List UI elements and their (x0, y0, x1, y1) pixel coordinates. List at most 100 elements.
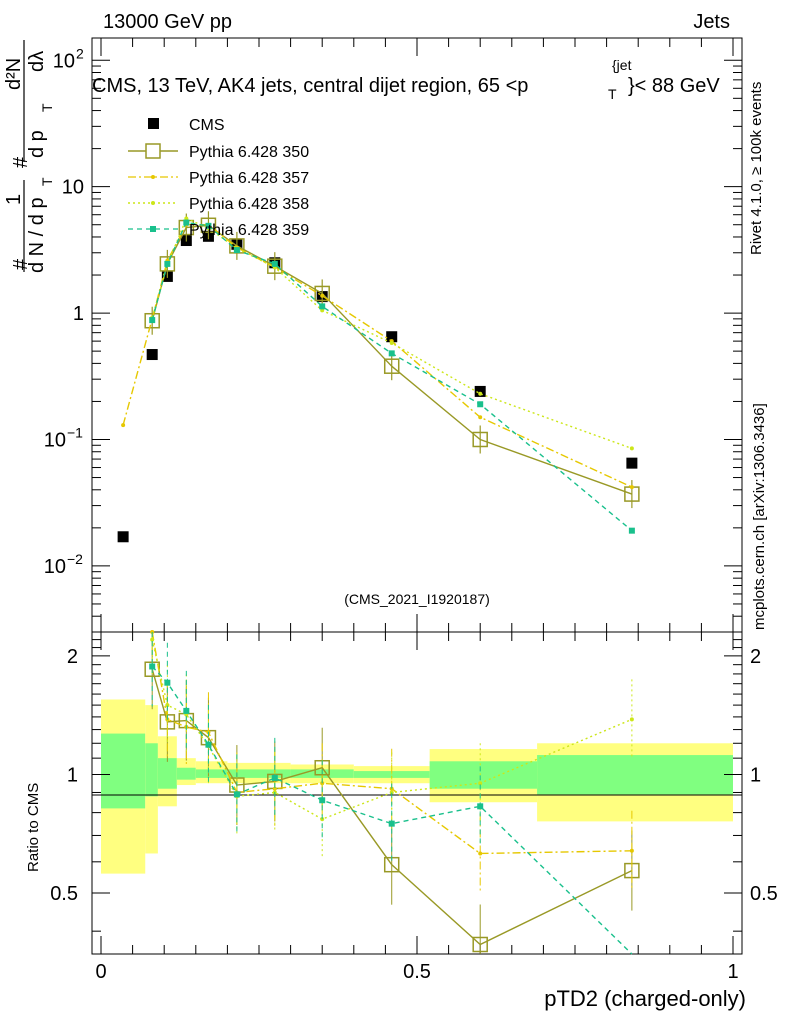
py358-point-2 (184, 216, 189, 221)
main-ytick-exp-4: 2 (76, 45, 84, 61)
ratio-ytick-label-0: 0.5 (50, 883, 78, 905)
py358-line (151, 217, 633, 450)
py359-ratio-point-0 (149, 663, 156, 670)
header-collision: 13000 GeV pp (103, 11, 232, 33)
py357-ratio-point-8 (478, 851, 483, 856)
main-y-axis-label: # 1 d N / d p T # d²N d p T dλ (3, 40, 55, 273)
py358-ratio-line (151, 639, 633, 820)
legend-item-py359: Pythia 6.428 359 (128, 222, 309, 239)
py359-point-8 (477, 401, 484, 408)
ratio-y-axis-label: Ratio to CMS (25, 783, 42, 872)
py358-ratio-point-1 (165, 703, 170, 708)
py359-ratio-point-5 (271, 774, 278, 781)
xtick-label-0: 0 (95, 961, 106, 983)
x-ticks: 0 0.5 1 (95, 38, 739, 983)
py359-ratio-point-8 (477, 803, 484, 810)
py358-point-8 (478, 391, 483, 396)
py350-point-7 (383, 358, 400, 374)
band-inner-2 (157, 758, 177, 789)
svg-text:CMS: CMS (189, 117, 225, 134)
main-ytick-label-3: 10 (62, 177, 84, 199)
legend-item-py358: Pythia 6.428 358 (128, 196, 309, 213)
py359-ratio-point-3 (205, 741, 212, 748)
svg-text:#: # (10, 156, 32, 168)
svg-text:d N / d p: d N / d p (26, 197, 48, 273)
band-inner-1 (145, 743, 158, 797)
py359-point-2 (183, 219, 190, 226)
cms-point-1 (146, 349, 158, 361)
py350-point-5 (267, 258, 283, 274)
py358-point-9 (629, 446, 634, 451)
svg-text:CMS, 13 TeV, AK4 jets, central: CMS, 13 TeV, AK4 jets, central dijet reg… (92, 75, 528, 97)
band-inner-8 (353, 771, 430, 778)
py357-line (122, 224, 633, 488)
band-inner-0 (101, 733, 146, 809)
legend-item-cms: CMS (148, 117, 225, 134)
py359-ratio-point-2 (183, 707, 190, 714)
main-ytick-exp-1: −1 (67, 424, 83, 440)
py359-point-1 (164, 260, 171, 267)
py358-ratio-point-7 (389, 790, 394, 795)
py359-ratio-line (151, 666, 633, 955)
analysis-watermark: (CMS_2021_I1920187) (344, 591, 490, 607)
svg-text:T: T (39, 177, 55, 186)
svg-text:{jet: {jet (612, 57, 632, 73)
py357-point-7 (320, 293, 325, 298)
py358-ratio-point-8 (478, 781, 483, 786)
ratio-ytick-label-2: 2 (67, 646, 78, 668)
rivet-label: Rivet 4.1.0, ≥ 100k events (748, 82, 765, 255)
ratio-ytick-label-right-1: 1 (750, 764, 761, 786)
py359-point-9 (628, 527, 635, 534)
xtick-label-1: 0.5 (403, 961, 431, 983)
ratio-ytick-label-right-0: 0.5 (750, 883, 778, 905)
ratio-ytick-label-1: 1 (67, 764, 78, 786)
svg-text:d²N: d²N (3, 58, 25, 90)
svg-text:Pythia 6.428 358: Pythia 6.428 358 (189, 196, 309, 213)
ratio-y-ticks: 0.5 0.5 1 1 2 2 (50, 639, 778, 932)
band-inner-4 (195, 769, 228, 778)
legend-item-py350: Pythia 6.428 350 (128, 143, 309, 161)
legend-item-py357: Pythia 6.428 357 (128, 170, 309, 187)
main-ytick-exp-0: −2 (67, 551, 83, 567)
main-ytick-label-0: 10 (44, 556, 66, 578)
py350-point-1 (159, 256, 176, 272)
cms-point-10 (626, 457, 638, 469)
py359-line (151, 221, 633, 532)
py359-point-6 (319, 303, 326, 310)
py359-ratio-point-4 (233, 791, 240, 798)
ratio-series (144, 630, 640, 955)
svg-text:#: # (10, 258, 32, 270)
svg-text:dλ: dλ (26, 51, 48, 72)
main-series (117, 211, 640, 543)
mcplots-label: mcplots.cern.ch [arXiv:1306.3436] (751, 403, 768, 630)
svg-text:Pythia 6.428 357: Pythia 6.428 357 (189, 170, 309, 187)
main-ytick-label-1: 10 (44, 429, 66, 451)
py359-point-5 (271, 260, 278, 267)
py359-ratio-point-7 (388, 820, 395, 827)
band-inner-3 (176, 767, 196, 780)
header-category: Jets (693, 11, 730, 33)
svg-text:Pythia 6.428 350: Pythia 6.428 350 (189, 144, 309, 161)
py350-point-6 (314, 285, 330, 302)
svg-text:T: T (39, 103, 55, 112)
main-ytick-label-2: 1 (73, 303, 84, 325)
band-inner-10 (537, 755, 733, 795)
py350-point-0 (144, 312, 160, 329)
svg-text:Pythia 6.428 359: Pythia 6.428 359 (189, 222, 309, 239)
py359-ratio-point-6 (319, 797, 326, 804)
band-inner-5 (227, 769, 259, 778)
xtick-label-2: 1 (727, 961, 738, 983)
x-axis-label: pTD2 (charged-only) (544, 986, 746, 1011)
py350-ratio-point-8 (472, 936, 488, 953)
py359-point-4 (233, 247, 240, 254)
svg-text:d p: d p (26, 130, 48, 158)
py350-line (151, 224, 633, 495)
py350-point-8 (472, 431, 488, 448)
cms-point-8 (386, 331, 398, 343)
py359-point-3 (205, 222, 212, 229)
main-ytick-label-4: 10 (53, 50, 75, 72)
py357-point-10 (629, 485, 634, 490)
svg-text:1: 1 (3, 194, 25, 205)
svg-text:T: T (608, 86, 617, 102)
